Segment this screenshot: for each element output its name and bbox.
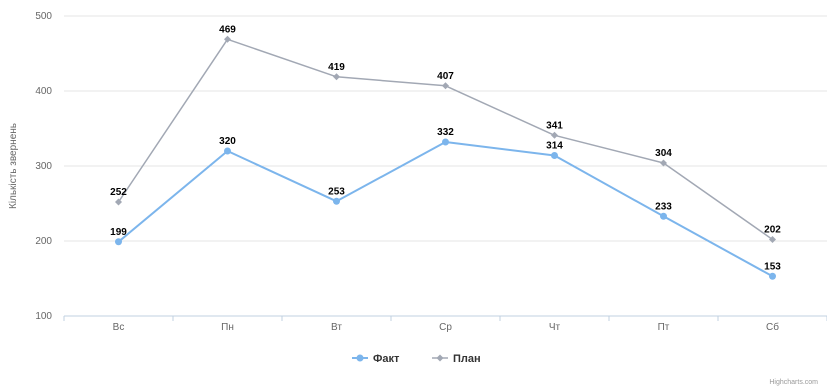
credit-text: Highcharts.com bbox=[769, 379, 818, 386]
data-label: 153 bbox=[764, 261, 781, 272]
data-label: 332 bbox=[437, 127, 454, 138]
data-point bbox=[442, 138, 449, 146]
y-tick-label: 200 bbox=[35, 236, 52, 247]
data-point bbox=[224, 147, 231, 155]
y-tick-label: 300 bbox=[35, 161, 52, 172]
data-label: 304 bbox=[655, 148, 672, 159]
x-tick-label: Пн bbox=[221, 322, 234, 333]
data-point bbox=[769, 236, 776, 243]
data-label: 233 bbox=[655, 201, 672, 212]
x-tick-label: Вс bbox=[113, 322, 125, 333]
data-point bbox=[551, 152, 558, 159]
data-point bbox=[115, 198, 122, 206]
data-label: 314 bbox=[546, 141, 563, 152]
legend-marker bbox=[436, 354, 444, 362]
data-labels: 252 469 419 407 341 304 202 199 320 253 332 314 233 1… bbox=[110, 24, 781, 272]
x-tick-label: Чт bbox=[549, 322, 561, 333]
data-point bbox=[224, 35, 231, 43]
data-point bbox=[551, 131, 558, 139]
data-label: 407 bbox=[437, 71, 454, 82]
grid-lines bbox=[64, 15, 827, 242]
y-tick-label: 100 bbox=[35, 311, 52, 322]
data-point bbox=[660, 159, 667, 167]
y-tick-labels: 100 200 300 400 500 bbox=[35, 11, 52, 322]
data-point bbox=[769, 272, 776, 280]
x-tick-label: Сб bbox=[766, 321, 779, 333]
legend-marker bbox=[356, 354, 364, 362]
y-tick-label: 400 bbox=[35, 86, 52, 97]
data-label: 202 bbox=[764, 225, 781, 236]
series-group bbox=[115, 35, 776, 280]
y-tick-label: 500 bbox=[35, 11, 52, 22]
data-label: 253 bbox=[328, 186, 345, 197]
data-label: 341 bbox=[546, 120, 563, 131]
x-tick-labels: Вс Пн Вт Ср Чт Пт Сб bbox=[63, 316, 827, 333]
data-point bbox=[660, 212, 667, 220]
legend-label: Факт bbox=[373, 353, 400, 365]
data-label: 320 bbox=[219, 136, 236, 147]
y-axis-title: Кількість звернень bbox=[8, 123, 19, 209]
data-label: 419 bbox=[328, 62, 345, 73]
x-tick-label: Ср bbox=[439, 322, 452, 333]
data-point bbox=[333, 73, 340, 81]
data-label: 252 bbox=[110, 187, 127, 198]
data-point bbox=[333, 197, 340, 205]
data-label: 199 bbox=[110, 227, 127, 238]
data-point bbox=[442, 82, 449, 90]
data-label: 469 bbox=[219, 24, 236, 35]
x-tick-label: Пт bbox=[658, 322, 670, 333]
x-tick-label: Вт bbox=[331, 322, 342, 333]
data-point bbox=[115, 238, 122, 246]
legend-label: План bbox=[453, 353, 481, 365]
legend: Факт План bbox=[352, 353, 481, 365]
